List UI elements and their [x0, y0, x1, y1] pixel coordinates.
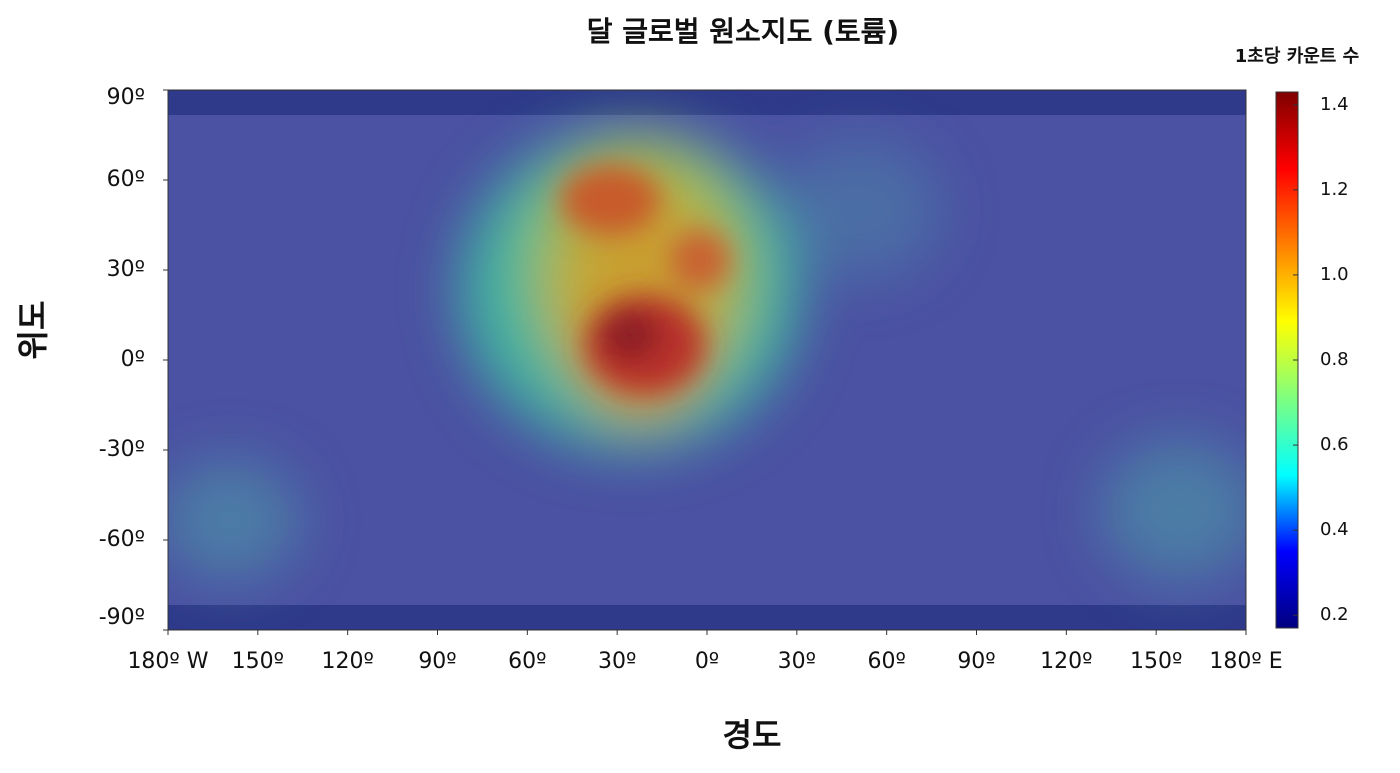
- x-tick-label: 90º: [957, 649, 995, 674]
- colorbar-tick-label: 0.4: [1320, 519, 1349, 540]
- colorbar-label: 1초당 카운트 수: [1235, 46, 1359, 67]
- y-tick-label: -60º: [99, 527, 145, 552]
- x-tick-label: 60º: [508, 649, 546, 674]
- x-tick-label: 0º: [695, 649, 719, 674]
- x-tick-label: 180º W: [127, 649, 208, 674]
- y-tick-label: 0º: [121, 347, 145, 372]
- x-tick-label: 180º E: [1209, 649, 1282, 674]
- chart-title: 달 글로벌 원소지도 (토륨): [587, 15, 899, 48]
- x-tick-label: 60º: [867, 649, 905, 674]
- colorbar-tick-label: 0.6: [1320, 434, 1349, 455]
- y-axis-label: 위도: [14, 301, 52, 360]
- x-tick-label: 120º: [1040, 649, 1092, 674]
- y-tick-label: 30º: [107, 257, 145, 282]
- map-image: [168, 90, 1246, 630]
- y-tick-label: -90º: [99, 605, 145, 630]
- colorbar-tick-label: 1.4: [1320, 94, 1349, 115]
- x-tick-label: 30º: [778, 649, 816, 674]
- x-axis-label: 경도: [723, 716, 782, 754]
- colorbar-tick-label: 0.2: [1320, 604, 1349, 625]
- colorbar-tick-label: 1.2: [1320, 179, 1349, 200]
- x-tick-label: 30º: [598, 649, 636, 674]
- colorbar-tick-label: 1.0: [1320, 264, 1349, 285]
- x-tick-label: 150º: [1130, 649, 1182, 674]
- x-tick-label: 150º: [232, 649, 284, 674]
- y-tick-label: 60º: [107, 167, 145, 192]
- x-tick-label: 90º: [418, 649, 456, 674]
- colorbar-tick-label: 0.8: [1320, 349, 1349, 370]
- x-tick-label: 120º: [321, 649, 373, 674]
- y-tick-label: -30º: [99, 437, 145, 462]
- y-tick-label: 90º: [107, 85, 145, 110]
